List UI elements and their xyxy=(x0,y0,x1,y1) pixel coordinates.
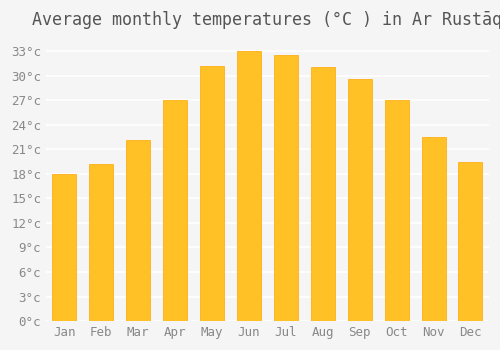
Bar xyxy=(126,140,150,321)
Bar xyxy=(237,51,261,321)
Bar xyxy=(52,174,76,321)
Bar xyxy=(348,79,372,321)
Bar xyxy=(90,164,114,321)
Bar xyxy=(422,137,446,321)
Bar xyxy=(200,66,224,321)
Bar xyxy=(163,100,187,321)
Bar xyxy=(384,100,408,321)
Bar xyxy=(311,67,335,321)
Bar xyxy=(274,55,298,321)
Title: Average monthly temperatures (°C ) in Ar Rustāq: Average monthly temperatures (°C ) in Ar… xyxy=(32,11,500,29)
Bar xyxy=(458,162,482,321)
